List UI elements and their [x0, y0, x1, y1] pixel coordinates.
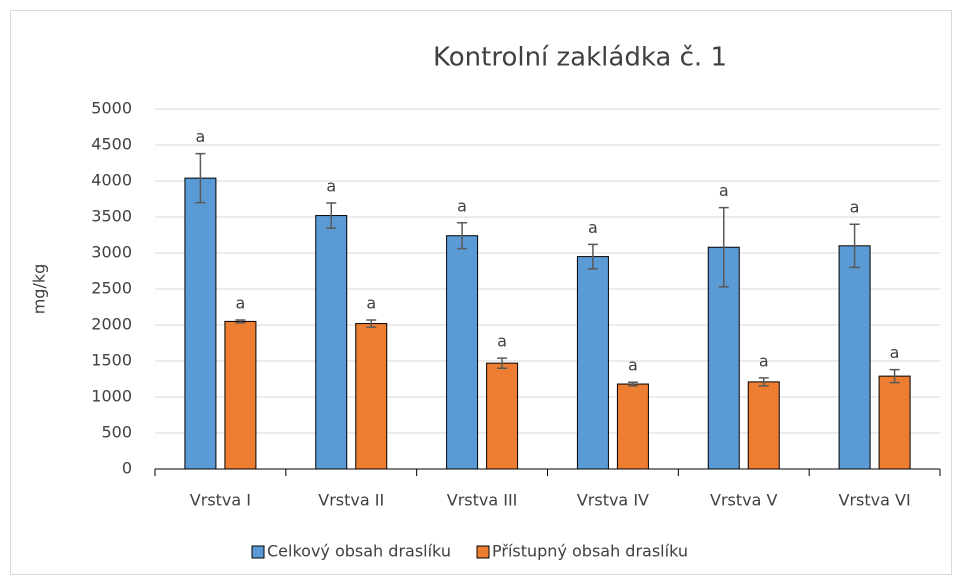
error-bar	[326, 202, 337, 229]
data-annotation: a	[588, 218, 598, 237]
y-tick-label: 2500	[91, 279, 132, 298]
error-bar	[849, 223, 860, 269]
data-annotation: a	[236, 293, 246, 312]
bar	[878, 375, 911, 470]
x-tick-label: Vrstva VI	[839, 491, 911, 510]
bar	[838, 245, 871, 470]
error-bar	[497, 357, 508, 369]
bar	[747, 381, 780, 470]
error-bar	[587, 243, 598, 270]
error-bar	[457, 222, 468, 250]
chart-frame	[10, 10, 952, 575]
x-tick-label: Vrstva III	[447, 491, 518, 510]
y-tick-label: 1500	[91, 351, 132, 370]
legend-label: Celkový obsah draslíku	[267, 542, 451, 561]
bar	[576, 256, 609, 470]
y-tick-label: 1000	[91, 387, 132, 406]
y-tick-label: 3500	[91, 207, 132, 226]
error-bar	[627, 381, 638, 387]
y-tick-label: 500	[101, 423, 132, 442]
x-tick-label: Vrstva I	[190, 491, 251, 510]
x-tick-label: Vrstva V	[710, 491, 777, 510]
bar	[315, 215, 348, 470]
y-tick-label: 4000	[91, 171, 132, 190]
bar	[224, 320, 257, 470]
x-tick-label: Vrstva IV	[577, 491, 649, 510]
bar	[184, 177, 217, 470]
data-annotation: a	[759, 351, 769, 370]
x-tick-label: Vrstva II	[318, 491, 384, 510]
error-bar	[889, 368, 900, 384]
error-bar	[235, 319, 246, 324]
bar	[616, 383, 649, 470]
legend-swatch	[251, 545, 265, 559]
y-tick-label: 4500	[91, 135, 132, 154]
data-annotation: a	[890, 343, 900, 362]
data-annotation: a	[326, 176, 336, 195]
y-tick-label: 5000	[91, 99, 132, 118]
error-bar	[195, 152, 206, 204]
y-axis-label: mg/kg	[30, 264, 49, 315]
data-annotation: a	[457, 196, 467, 215]
data-annotation: a	[628, 356, 638, 375]
error-bar	[366, 319, 377, 328]
bar	[446, 235, 479, 470]
chart-title: Kontrolní zakládka č. 1	[433, 43, 727, 73]
data-annotation: a	[196, 127, 206, 146]
data-annotation: a	[719, 181, 729, 200]
y-tick-label: 0	[122, 459, 132, 478]
legend-swatch	[476, 545, 490, 559]
data-annotation: a	[850, 198, 860, 217]
bar	[486, 362, 519, 470]
bar	[355, 323, 388, 470]
y-tick-label: 3000	[91, 243, 132, 262]
y-tick-label: 2000	[91, 315, 132, 334]
data-annotation: a	[366, 293, 376, 312]
data-annotation: a	[497, 332, 507, 351]
error-bar	[758, 377, 769, 387]
error-bar	[718, 206, 729, 288]
legend-label: Přístupný obsah draslíku	[492, 542, 688, 561]
